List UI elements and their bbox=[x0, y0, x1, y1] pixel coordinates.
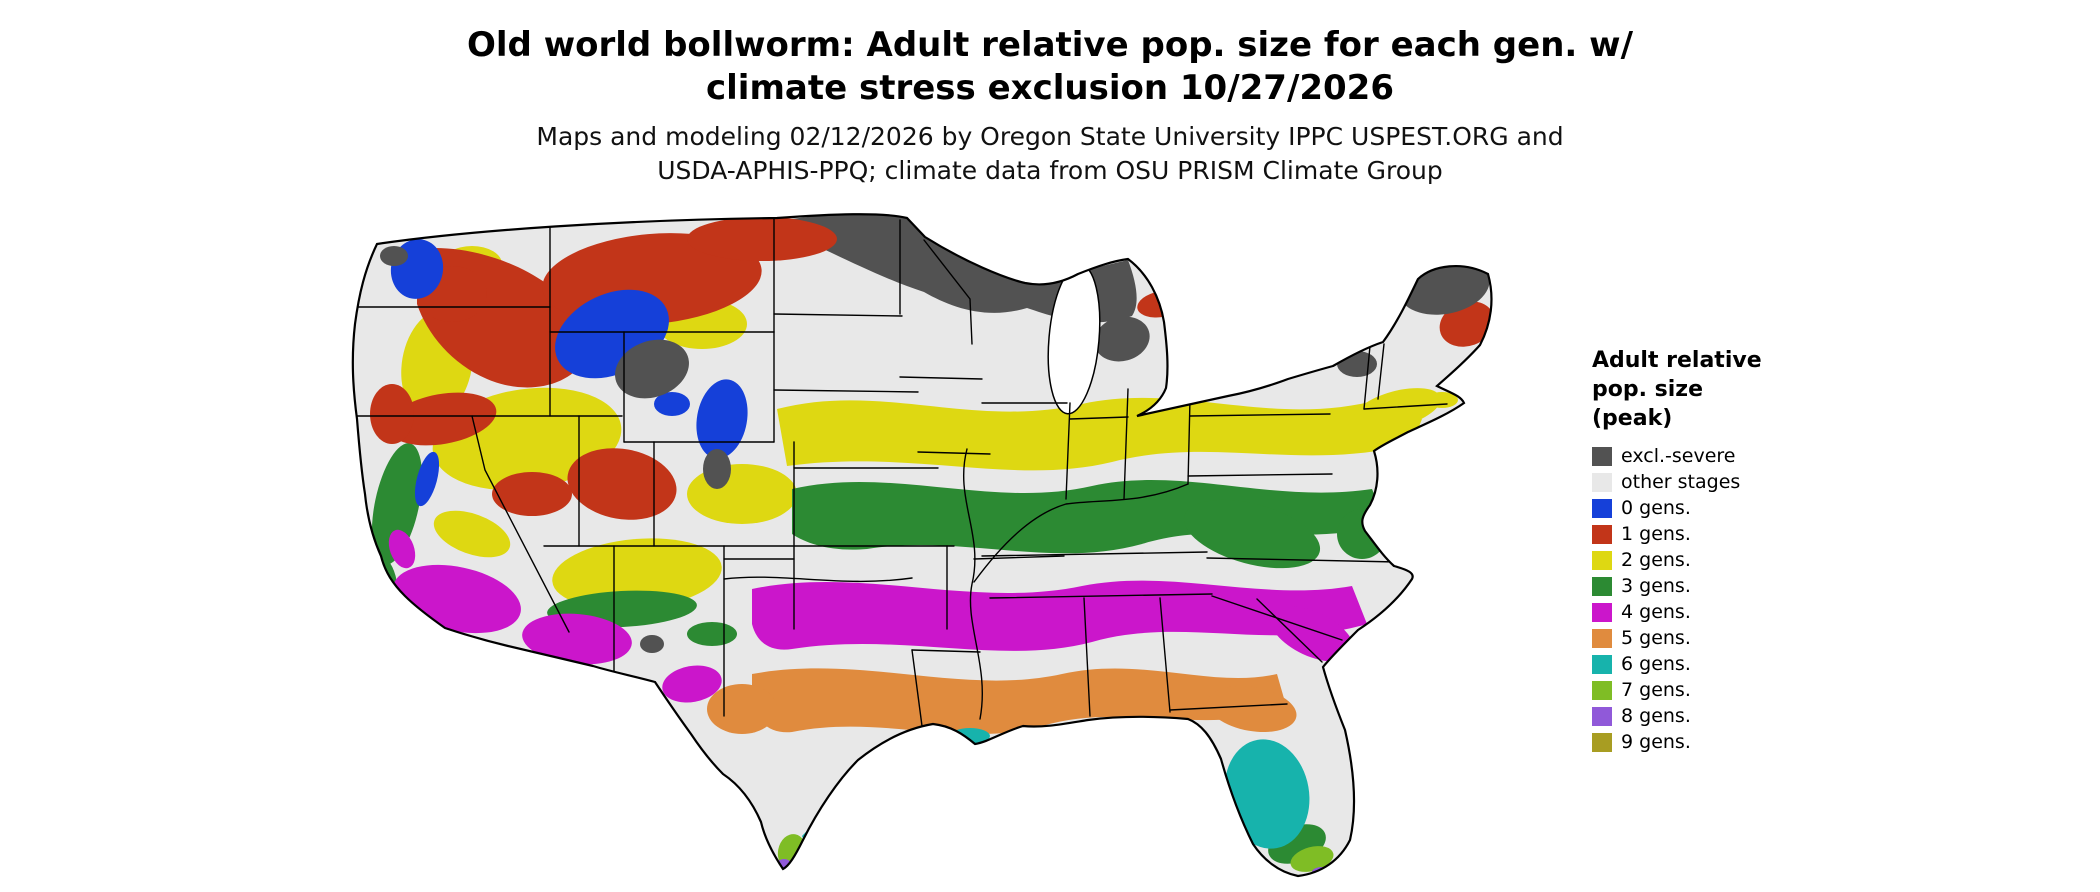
legend-swatch-0-gens bbox=[1592, 498, 1612, 518]
legend-label: 3 gens. bbox=[1621, 575, 1691, 597]
gens-4-regions bbox=[388, 529, 1367, 703]
legend-label: 0 gens. bbox=[1621, 497, 1691, 519]
legend-title-line-2: pop. size bbox=[1592, 377, 1703, 402]
legend-title-line-3: (peak) bbox=[1592, 406, 1673, 431]
legend-swatch-5-gens bbox=[1592, 628, 1612, 648]
legend-label: 5 gens. bbox=[1621, 627, 1691, 649]
legend-item-7-gens: 7 gens. bbox=[1592, 677, 1952, 703]
title-line-2: climate stress exclusion 10/27/2026 bbox=[705, 67, 1394, 108]
us-map-svg bbox=[351, 213, 1493, 878]
subtitle-line-1: Maps and modeling 02/12/2026 by Oregon S… bbox=[536, 122, 1564, 151]
legend-swatch-3-gens bbox=[1592, 576, 1612, 596]
legend-label: 6 gens. bbox=[1621, 653, 1691, 675]
legend-item-excl-severe: excl.-severe bbox=[1592, 443, 1952, 469]
legend-swatch-6-gens bbox=[1592, 654, 1612, 674]
legend-label: other stages bbox=[1621, 471, 1741, 493]
legend-item-6-gens: 6 gens. bbox=[1592, 651, 1952, 677]
legend-label: 2 gens. bbox=[1621, 549, 1691, 571]
legend-label: 4 gens. bbox=[1621, 601, 1691, 623]
legend-item-3-gens: 3 gens. bbox=[1592, 573, 1952, 599]
excl-severe-north-region bbox=[784, 214, 1137, 323]
legend-label: excl.-severe bbox=[1621, 445, 1736, 467]
page-title: Old world bollworm: Adult relative pop. … bbox=[0, 24, 2100, 109]
legend-title: Adult relative pop. size (peak) bbox=[1592, 346, 1952, 433]
legend-swatch-1-gens bbox=[1592, 524, 1612, 544]
legend-item-2-gens: 2 gens. bbox=[1592, 547, 1952, 573]
title-line-1: Old world bollworm: Adult relative pop. … bbox=[467, 25, 1633, 65]
legend-item-4-gens: 4 gens. bbox=[1592, 599, 1952, 625]
legend-label: 9 gens. bbox=[1621, 731, 1691, 753]
legend-item-other-stages: other stages bbox=[1592, 469, 1952, 495]
legend-swatch-other-stages bbox=[1592, 472, 1612, 492]
legend-label: 1 gens. bbox=[1621, 523, 1691, 545]
legend-item-9-gens: 9 gens. bbox=[1592, 729, 1952, 755]
legend-item-8-gens: 8 gens. bbox=[1592, 703, 1952, 729]
legend-item-1-gens: 1 gens. bbox=[1592, 521, 1952, 547]
legend-swatch-7-gens bbox=[1592, 680, 1612, 700]
legend-swatch-4-gens bbox=[1592, 602, 1612, 622]
us-map bbox=[322, 204, 1558, 884]
legend-swatch-8-gens bbox=[1592, 706, 1612, 726]
gens-9-regions bbox=[1329, 872, 1339, 877]
legend-label: 7 gens. bbox=[1621, 679, 1691, 701]
legend-swatch-9-gens bbox=[1592, 732, 1612, 752]
map-legend: Adult relative pop. size (peak) excl.-se… bbox=[1592, 346, 1952, 755]
subtitle-line-2: USDA-APHIS-PPQ; climate data from OSU PR… bbox=[657, 155, 1443, 185]
legend-swatch-2-gens bbox=[1592, 550, 1612, 570]
legend-swatch-excl-severe bbox=[1592, 446, 1612, 466]
gens-8-regions bbox=[777, 859, 1332, 877]
page-subtitle: Maps and modeling 02/12/2026 by Oregon S… bbox=[0, 120, 2100, 188]
legend-item-0-gens: 0 gens. bbox=[1592, 495, 1952, 521]
legend-item-5-gens: 5 gens. bbox=[1592, 625, 1952, 651]
legend-label: 8 gens. bbox=[1621, 705, 1691, 727]
state-borders bbox=[352, 217, 1448, 727]
legend-title-line-1: Adult relative bbox=[1592, 348, 1762, 373]
